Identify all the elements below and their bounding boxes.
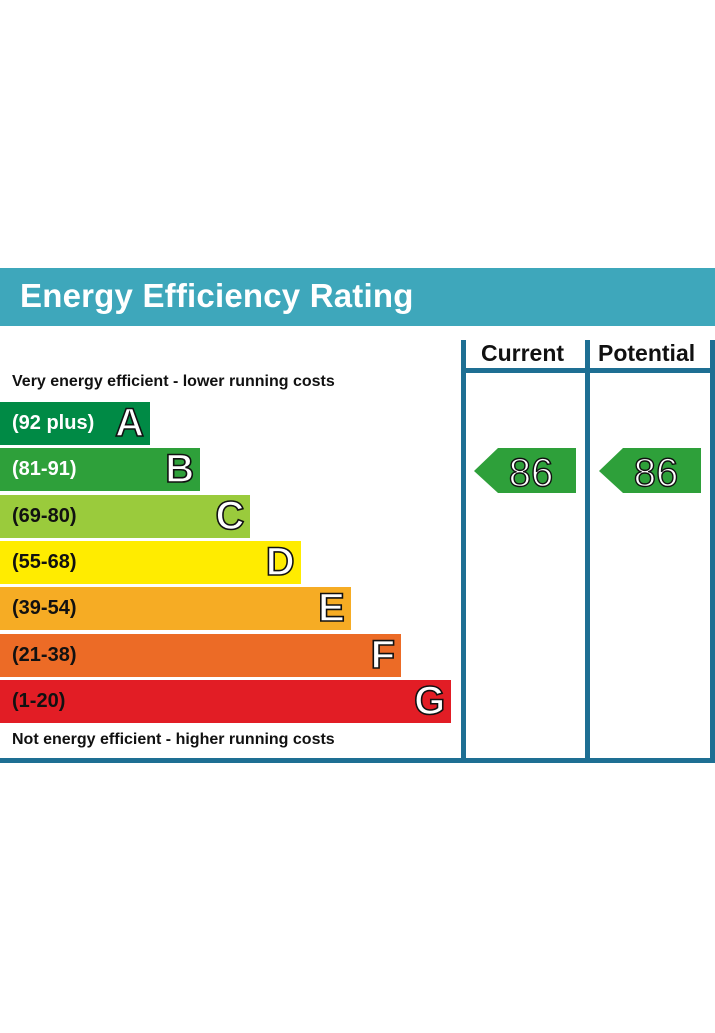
frame-divider-middle	[585, 340, 590, 759]
page-title: Energy Efficiency Rating	[20, 277, 414, 314]
frame-border-bottom	[0, 758, 715, 763]
potential-rating-arrow: 86	[599, 448, 701, 494]
current-rating-arrow: 86	[474, 448, 576, 494]
band-range-label: (55-68)	[12, 550, 77, 573]
header-bar: Energy Efficiency Rating	[0, 268, 715, 326]
band-b: (81-91) B	[0, 446, 201, 492]
band-range-label: (39-54)	[12, 597, 77, 620]
band-letter-label: G	[413, 678, 446, 724]
band-range-label: (69-80)	[12, 504, 77, 527]
current-rating-arrow-shape	[474, 448, 576, 493]
band-e: (39-54) E	[0, 585, 351, 631]
band-range-label: (1-20)	[12, 689, 66, 712]
band-range-label: (92 plus)	[12, 412, 95, 434]
band-letter-label: D	[265, 539, 295, 585]
potential-rating-arrow-shape	[599, 448, 701, 493]
band-g: (1-20) G	[0, 678, 452, 724]
band-a: (92 plus) A	[0, 400, 150, 446]
frame-border-right	[710, 340, 715, 759]
band-d: (55-68) D	[0, 539, 301, 585]
band-letter-label: C	[215, 493, 245, 539]
frame-divider-left	[461, 340, 466, 759]
band-letter-label: B	[164, 446, 195, 492]
note-bottom: Not energy efficient - higher running co…	[12, 731, 335, 748]
band-letter-label: A	[114, 400, 144, 446]
band-f: (21-38) F	[0, 632, 401, 678]
band-letter-label: F	[370, 632, 396, 678]
band-c: (69-80) C	[0, 493, 251, 539]
header-row-divider	[461, 368, 715, 373]
band-range-label: (81-91)	[12, 458, 77, 481]
current-rating-value: 86	[509, 451, 554, 494]
potential-rating-value: 86	[634, 451, 679, 494]
note-top: Very energy efficient - lower running co…	[12, 373, 335, 390]
column-header-current: Current	[481, 340, 565, 366]
band-letter-label: E	[317, 585, 345, 631]
band-range-label: (21-38)	[12, 643, 77, 666]
column-header-potential: Potential	[598, 340, 696, 366]
